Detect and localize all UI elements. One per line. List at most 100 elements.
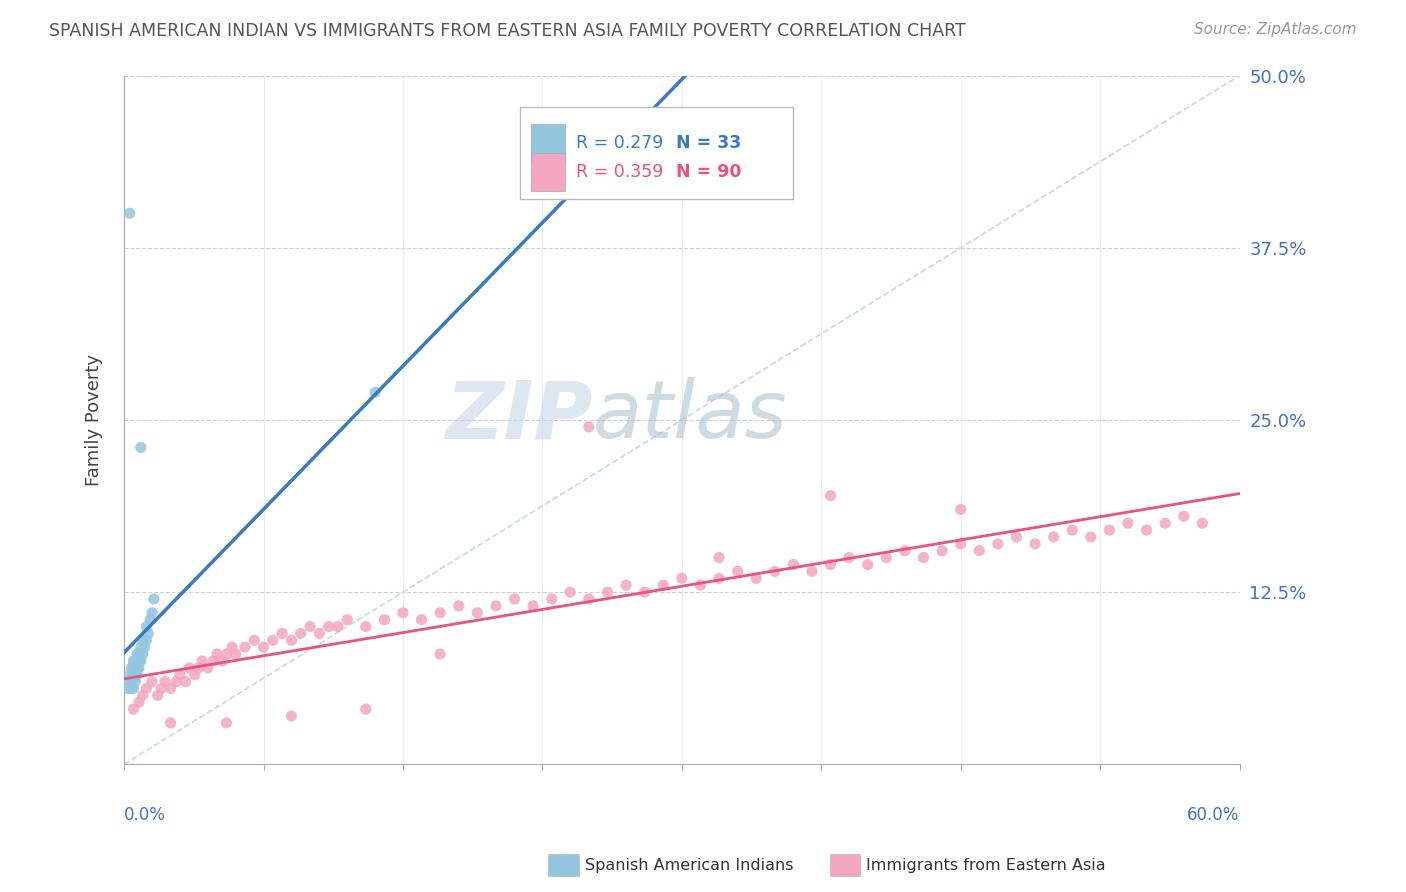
Point	[540, 591, 562, 606]
Point	[522, 599, 544, 613]
Point	[128, 661, 150, 675]
Point	[1191, 516, 1213, 531]
Point	[1062, 523, 1084, 537]
Text: N = 33: N = 33	[676, 134, 741, 152]
Point	[122, 681, 145, 696]
Point	[233, 640, 256, 655]
Point	[318, 619, 340, 633]
Point	[202, 654, 225, 668]
Point	[184, 667, 207, 681]
Text: SPANISH AMERICAN INDIAN VS IMMIGRANTS FROM EASTERN ASIA FAMILY POVERTY CORRELATI: SPANISH AMERICAN INDIAN VS IMMIGRANTS FR…	[49, 22, 966, 40]
Text: Spanish American Indians: Spanish American Indians	[585, 858, 793, 872]
Point	[707, 571, 730, 585]
Point	[129, 654, 152, 668]
Point	[290, 626, 312, 640]
Point	[124, 674, 146, 689]
Point	[1173, 509, 1195, 524]
Point	[354, 619, 377, 633]
Point	[121, 661, 143, 675]
Text: atlas: atlas	[592, 377, 787, 456]
Point	[191, 654, 214, 668]
Point	[127, 647, 149, 661]
Point	[122, 654, 145, 668]
Point	[128, 654, 150, 668]
Point	[560, 585, 582, 599]
Point	[197, 661, 219, 675]
Point	[411, 613, 433, 627]
Point	[132, 633, 155, 648]
Point	[174, 674, 197, 689]
Point	[614, 578, 637, 592]
Point	[429, 647, 451, 661]
FancyBboxPatch shape	[520, 106, 793, 200]
Point	[949, 537, 972, 551]
FancyBboxPatch shape	[531, 153, 565, 191]
Point	[1024, 537, 1046, 551]
Point	[503, 591, 526, 606]
Point	[252, 640, 274, 655]
Point	[467, 606, 489, 620]
Point	[820, 558, 842, 572]
Point	[931, 543, 953, 558]
Point	[782, 558, 804, 572]
Point	[159, 715, 181, 730]
Y-axis label: Family Poverty: Family Poverty	[86, 354, 103, 486]
Point	[727, 565, 749, 579]
Text: R = 0.279: R = 0.279	[576, 134, 664, 152]
Point	[1042, 530, 1064, 544]
Point	[336, 613, 359, 627]
Point	[271, 626, 294, 640]
Point	[225, 647, 247, 661]
Point	[127, 667, 149, 681]
Point	[1005, 530, 1028, 544]
Point	[153, 674, 176, 689]
Point	[129, 441, 152, 455]
Point	[578, 419, 600, 434]
Point	[652, 578, 675, 592]
Point	[671, 571, 693, 585]
Point	[124, 667, 146, 681]
Point	[364, 385, 387, 400]
Point	[689, 578, 711, 592]
Point	[912, 550, 935, 565]
Point	[763, 565, 786, 579]
Point	[122, 702, 145, 716]
Point	[429, 606, 451, 620]
Point	[146, 689, 169, 703]
Point	[745, 571, 768, 585]
Point	[949, 502, 972, 516]
Point	[447, 599, 470, 613]
Point	[118, 667, 141, 681]
Point	[127, 661, 149, 675]
Point	[118, 674, 141, 689]
Point	[801, 565, 824, 579]
Point	[165, 674, 187, 689]
Point	[169, 667, 191, 681]
Point	[122, 661, 145, 675]
Point	[969, 543, 991, 558]
FancyBboxPatch shape	[531, 124, 565, 161]
Point	[894, 543, 917, 558]
Point	[299, 619, 322, 633]
Point	[373, 613, 395, 627]
Point	[707, 550, 730, 565]
Point	[134, 640, 156, 655]
Point	[141, 674, 163, 689]
Point	[132, 689, 155, 703]
Point	[596, 585, 619, 599]
Point	[215, 647, 238, 661]
Point	[150, 681, 173, 696]
Point	[136, 626, 159, 640]
Point	[142, 591, 165, 606]
Point	[121, 674, 143, 689]
Point	[135, 633, 157, 648]
Point	[987, 537, 1010, 551]
Point	[129, 640, 152, 655]
Point	[215, 715, 238, 730]
Point	[262, 633, 284, 648]
Point	[243, 633, 266, 648]
Point	[308, 626, 330, 640]
Point	[280, 709, 302, 723]
Point	[485, 599, 508, 613]
Point	[1154, 516, 1177, 531]
